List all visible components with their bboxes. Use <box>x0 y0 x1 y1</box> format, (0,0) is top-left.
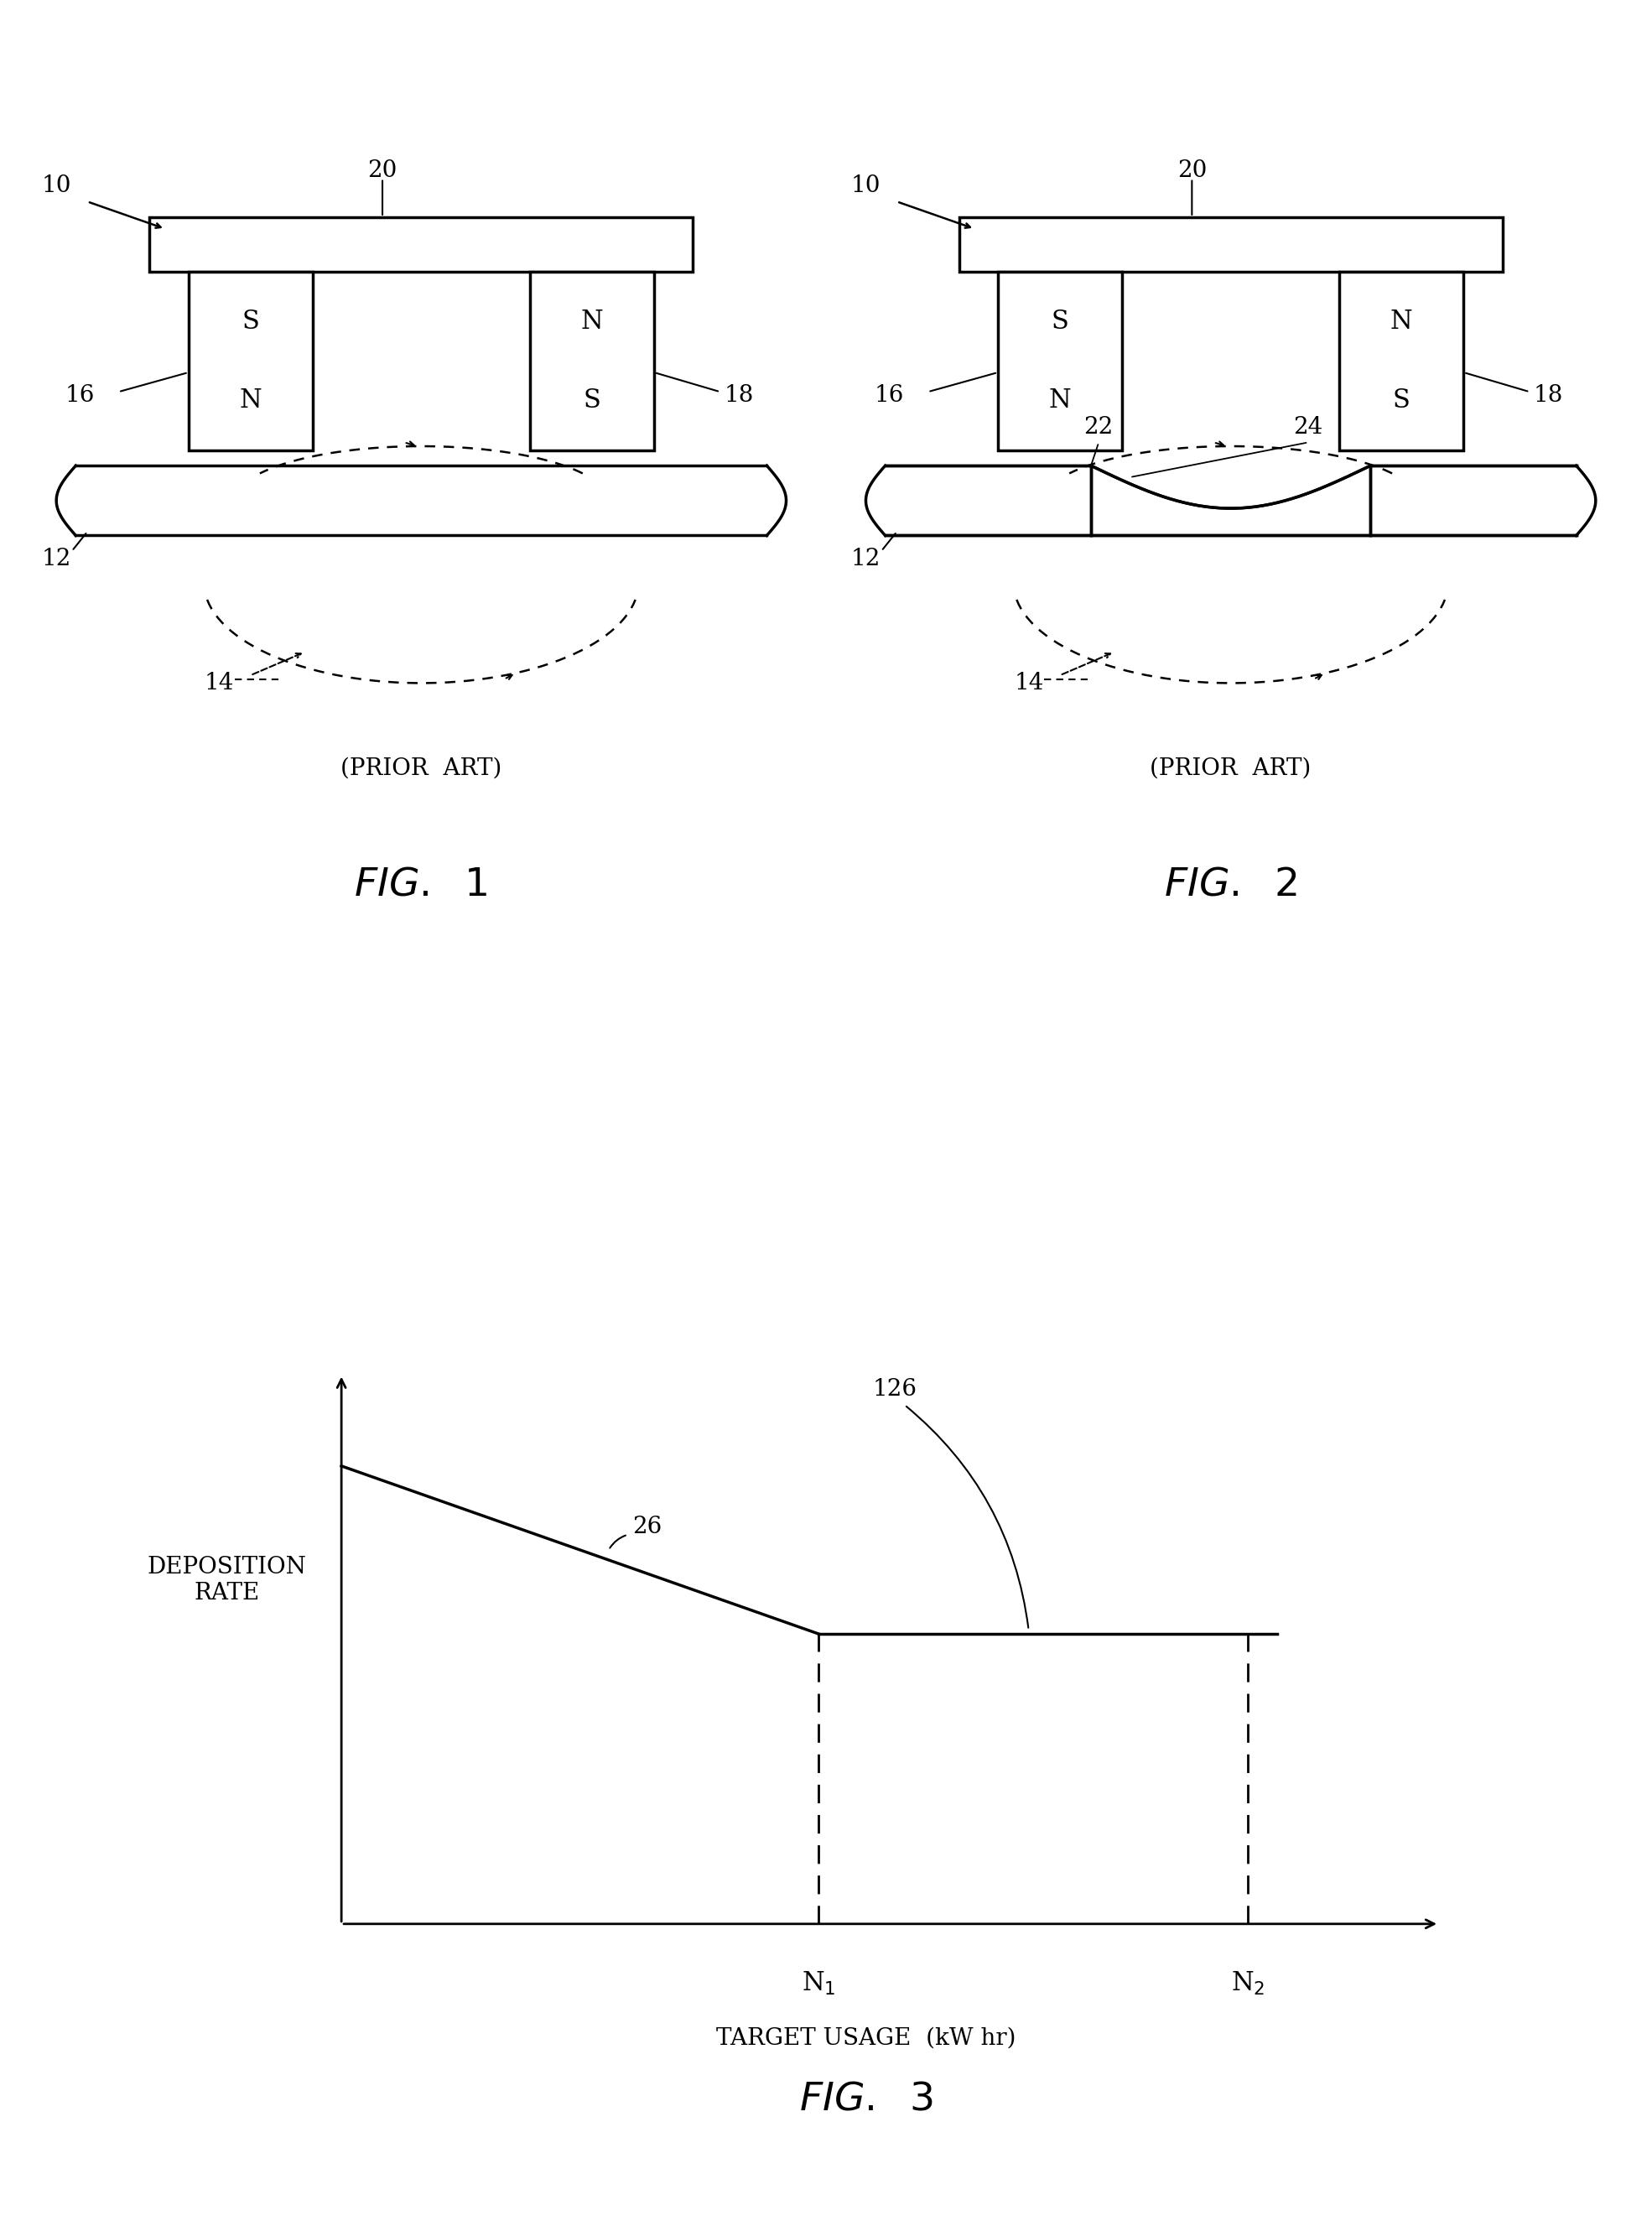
Text: N: N <box>582 309 603 334</box>
Text: 18: 18 <box>1533 385 1563 407</box>
Text: N$_1$: N$_1$ <box>801 1970 836 1997</box>
Text: 126: 126 <box>872 1378 917 1400</box>
Text: 10: 10 <box>851 176 881 198</box>
Text: N$_2$: N$_2$ <box>1231 1970 1265 1997</box>
Text: S: S <box>1051 309 1069 334</box>
Text: DEPOSITION
RATE: DEPOSITION RATE <box>147 1556 307 1605</box>
Text: (PRIOR  ART): (PRIOR ART) <box>340 757 502 779</box>
Bar <box>149 218 694 272</box>
Text: $\it{FIG.}$  $\it{3}$: $\it{FIG.}$ $\it{3}$ <box>800 2081 933 2119</box>
Text: N: N <box>240 387 261 414</box>
Text: 16: 16 <box>64 385 94 407</box>
Text: S: S <box>1393 387 1411 414</box>
Text: 18: 18 <box>724 385 753 407</box>
Bar <box>958 218 1503 272</box>
Text: 12: 12 <box>41 548 71 570</box>
Text: N: N <box>1049 387 1070 414</box>
Text: 14: 14 <box>205 672 235 695</box>
Text: 22: 22 <box>1084 416 1113 439</box>
Text: 20: 20 <box>1178 160 1206 183</box>
Text: S: S <box>241 309 259 334</box>
Text: 16: 16 <box>874 385 904 407</box>
Text: TARGET USAGE  (kW hr): TARGET USAGE (kW hr) <box>717 2028 1016 2050</box>
Bar <box>1340 272 1464 450</box>
Bar <box>530 272 654 450</box>
Text: S: S <box>583 387 601 414</box>
Text: 20: 20 <box>368 160 396 183</box>
Bar <box>76 465 767 536</box>
Text: 10: 10 <box>41 176 71 198</box>
Text: 12: 12 <box>851 548 881 570</box>
Text: N: N <box>1391 309 1412 334</box>
Text: $\it{FIG.}$  $\it{2}$: $\it{FIG.}$ $\it{2}$ <box>1165 866 1297 904</box>
Text: 24: 24 <box>1294 416 1323 439</box>
Bar <box>998 272 1122 450</box>
Text: 26: 26 <box>633 1516 662 1538</box>
Polygon shape <box>1090 465 1371 508</box>
Text: 14: 14 <box>1014 672 1044 695</box>
Bar <box>885 465 1576 536</box>
Text: $\it{FIG.}$  $\it{1}$: $\it{FIG.}$ $\it{1}$ <box>354 866 489 904</box>
Bar <box>188 272 312 450</box>
Text: (PRIOR  ART): (PRIOR ART) <box>1150 757 1312 779</box>
